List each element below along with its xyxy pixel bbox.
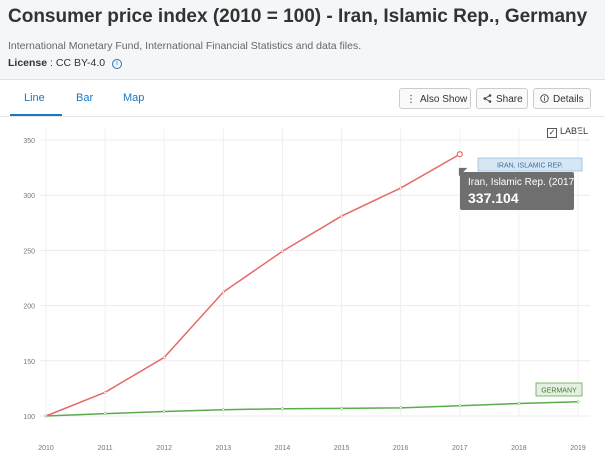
more-vertical-icon: ⋮ (406, 94, 416, 105)
data-point (221, 408, 225, 412)
series-end-label: GERMANY (541, 388, 577, 395)
series-line (45, 401, 579, 417)
license-label: License (8, 57, 48, 69)
y-tick-label: 250 (23, 248, 35, 255)
license-value: : CC BY-4.0 (47, 57, 108, 69)
x-tick-label: 2019 (570, 445, 586, 452)
data-point (103, 412, 107, 416)
highlighted-data-point (456, 151, 463, 158)
x-tick-label: 2010 (38, 445, 54, 452)
x-tick-label: 2012 (156, 445, 172, 452)
series-end-label-box (477, 157, 583, 172)
share-icon (483, 89, 492, 110)
y-tick-label: 150 (23, 359, 35, 366)
x-tick-label: 2017 (452, 445, 468, 452)
series-end-label-box (535, 382, 583, 397)
info-circle-icon (540, 89, 549, 110)
data-point (576, 400, 580, 404)
series-line (45, 153, 461, 417)
details-button[interactable]: Details (533, 88, 591, 109)
data-point (221, 290, 225, 294)
data-point (340, 214, 344, 218)
share-label: Share (496, 94, 523, 105)
chart-card: Line Bar Map ⋮ Also Show Share Details ✓ L… (0, 79, 605, 470)
label-toggle[interactable]: ✓ LABEL (546, 126, 588, 138)
tooltip-value: 337.104 (468, 190, 519, 206)
details-label: Details (553, 94, 584, 105)
data-point (280, 249, 284, 253)
x-tick-label: 2011 (98, 445, 113, 452)
series-end-label: IRAN, ISLAMIC REP. (497, 163, 563, 170)
tab-line[interactable]: Line (24, 92, 45, 104)
also-show-button[interactable]: ⋮ Also Show (399, 88, 471, 109)
info-icon[interactable]: i (112, 59, 122, 69)
x-tick-label: 2014 (275, 445, 291, 452)
data-point (458, 404, 462, 408)
y-tick-label: 350 (23, 138, 35, 145)
license-line: License : CC BY-4.0 i (8, 57, 122, 69)
data-point (399, 186, 403, 190)
data-point (162, 355, 166, 359)
line-chart: 100 150 200 250 300 350 2010 2011 2012 2013 2014 20… (23, 129, 590, 452)
share-button[interactable]: Share (476, 88, 528, 109)
label-toggle-text: LABEL (559, 126, 588, 136)
x-tick-label: 2013 (216, 445, 232, 452)
data-point (103, 390, 107, 394)
y-tick-label: 100 (23, 414, 35, 421)
tooltip-label: Iran, Islamic Rep. (2017) (468, 177, 578, 188)
data-point (517, 402, 521, 405)
chart-tabs: Line Bar Map ⋮ Also Show Share Details (0, 80, 605, 117)
tab-map[interactable]: Map (123, 92, 145, 104)
active-tab-indicator (10, 114, 62, 116)
data-point (162, 410, 166, 413)
x-tick-label: 2016 (393, 445, 409, 452)
tooltip: Iran, Islamic Rep. (2017) 337.104 (454, 163, 578, 210)
data-point (280, 407, 284, 411)
source-note: International Monetary Fund, Internation… (8, 40, 362, 52)
checkbox-checked-icon[interactable]: ✓ (546, 128, 557, 138)
page-title: Consumer price index (2010 = 100) - Iran… (8, 6, 588, 27)
data-point (44, 414, 48, 418)
tab-bar[interactable]: Bar (76, 92, 94, 104)
x-tick-label: 2018 (511, 445, 527, 452)
x-tick-label: 2015 (334, 445, 350, 452)
y-tick-label: 300 (23, 193, 35, 200)
data-point (340, 406, 344, 410)
also-show-label: Also Show (420, 94, 468, 105)
y-tick-label: 200 (23, 304, 35, 311)
data-point (399, 406, 403, 410)
